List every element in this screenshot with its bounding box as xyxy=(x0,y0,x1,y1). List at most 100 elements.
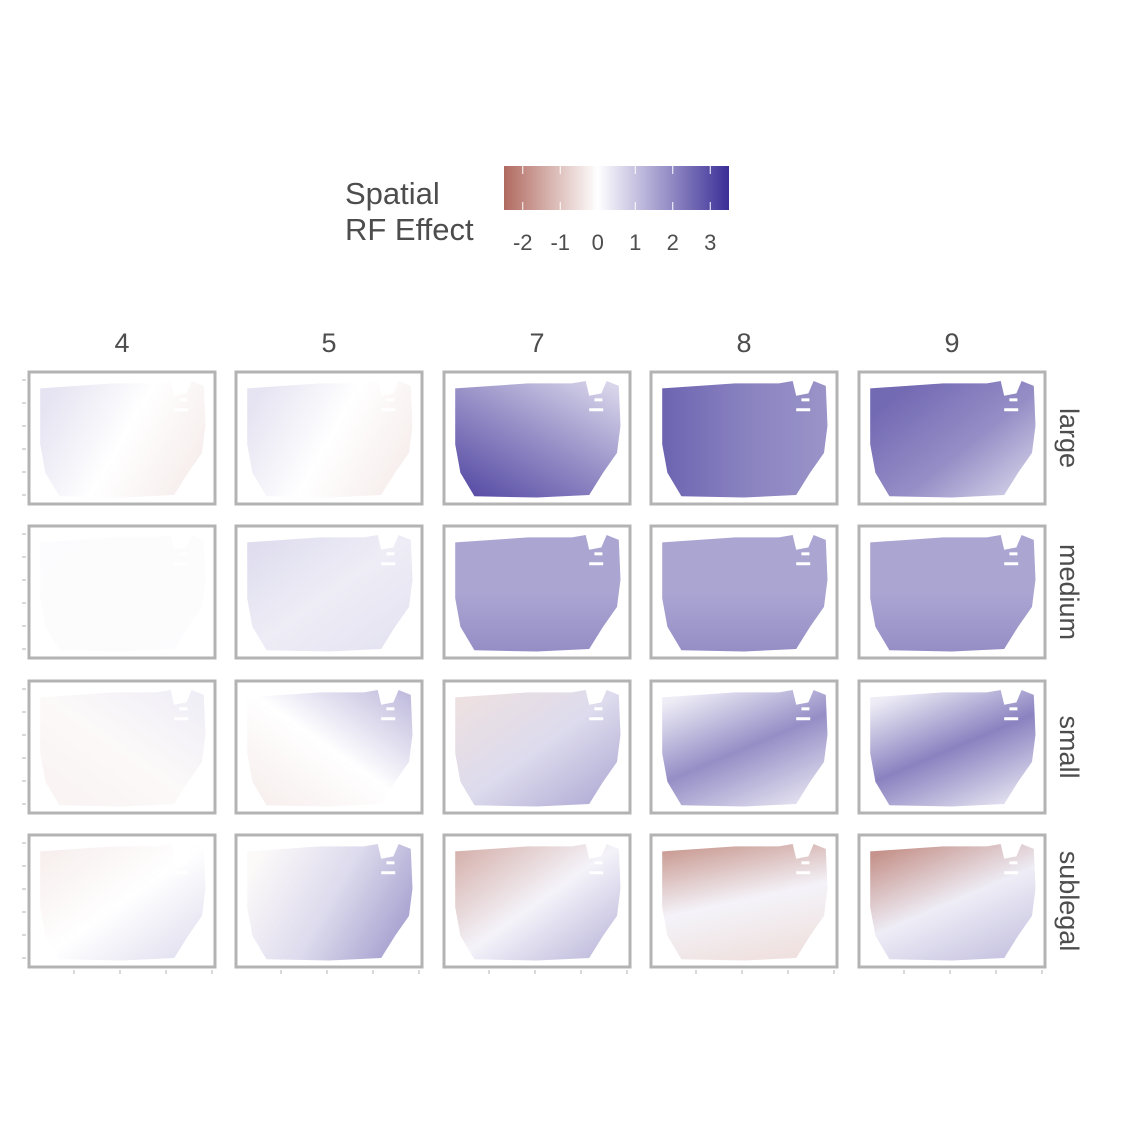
panel-sublegal-9 xyxy=(857,833,1047,969)
heatmap-hole xyxy=(174,562,189,566)
panel-sublegal-7 xyxy=(442,833,632,969)
legend-tick-label: -1 xyxy=(550,230,570,255)
panel-border xyxy=(442,833,632,969)
heatmap-region xyxy=(455,381,621,498)
heatmap-hole xyxy=(179,707,188,711)
legend-tick-label: 3 xyxy=(704,230,716,255)
heatmap-region xyxy=(247,381,413,498)
heatmap-region xyxy=(40,535,206,652)
heatmap-hole xyxy=(796,562,811,566)
column-label: 5 xyxy=(321,328,336,358)
row-label: large xyxy=(1054,408,1084,468)
panel-large-5 xyxy=(234,370,424,506)
heatmap-hole xyxy=(801,552,810,556)
panel-border xyxy=(857,679,1047,815)
panel-border xyxy=(442,370,632,506)
heatmap-hole xyxy=(174,871,189,875)
heatmap-hole xyxy=(594,552,603,556)
panel-border xyxy=(27,370,217,506)
heatmap-hole xyxy=(174,408,189,412)
panel-border xyxy=(27,524,217,660)
panel-border xyxy=(649,524,839,660)
heatmap-hole xyxy=(179,552,188,556)
heatmap-region xyxy=(662,381,828,498)
heatmap-hole xyxy=(594,861,603,865)
panel-medium-5 xyxy=(234,524,424,660)
heatmap-hole xyxy=(589,717,604,721)
panel-border xyxy=(234,679,424,815)
heatmap-hole xyxy=(1004,562,1019,566)
panel-sublegal-5 xyxy=(234,833,424,969)
heatmap-hole xyxy=(589,871,604,875)
panel-border xyxy=(442,679,632,815)
panel-medium-4 xyxy=(27,524,217,660)
heatmap-hole xyxy=(386,861,395,865)
legend-title-line1: Spatial xyxy=(345,176,440,211)
panel-medium-7 xyxy=(442,524,632,660)
row-label: small xyxy=(1054,715,1084,778)
heatmap-region xyxy=(247,535,413,652)
heatmap-hole xyxy=(1009,707,1018,711)
panel-small-9 xyxy=(857,679,1047,815)
panel-border xyxy=(649,833,839,969)
heatmap-hole xyxy=(589,408,604,412)
legend-title: Spatial RF Effect xyxy=(345,176,474,248)
heatmap-hole xyxy=(1009,861,1018,865)
heatmap-hole xyxy=(594,707,603,711)
heatmap-hole xyxy=(386,707,395,711)
panel-border xyxy=(234,370,424,506)
heatmap-region xyxy=(40,690,206,807)
panel-medium-9 xyxy=(857,524,1047,660)
heatmap-hole xyxy=(796,871,811,875)
panel-border xyxy=(857,370,1047,506)
panel-border xyxy=(234,833,424,969)
row-label: sublegal xyxy=(1054,851,1084,952)
heatmap-hole xyxy=(386,552,395,556)
heatmap-region xyxy=(247,844,413,961)
legend-tick-label: 1 xyxy=(629,230,641,255)
panel-large-7 xyxy=(442,370,632,506)
heatmap-region xyxy=(870,690,1036,807)
heatmap-hole xyxy=(796,717,811,721)
heatmap-region xyxy=(870,381,1036,498)
heatmap-region xyxy=(455,535,621,652)
heatmap-region xyxy=(662,690,828,807)
legend-colorbar xyxy=(504,166,729,210)
panel-border xyxy=(857,833,1047,969)
panel-sublegal-8 xyxy=(649,833,839,969)
legend-tick-label: 2 xyxy=(667,230,679,255)
heatmap-region xyxy=(870,535,1036,652)
heatmap-region xyxy=(40,844,206,961)
heatmap-region xyxy=(40,381,206,498)
heatmap-region xyxy=(662,844,828,961)
panel-border xyxy=(857,524,1047,660)
panel-small-7 xyxy=(442,679,632,815)
heatmap-hole xyxy=(1004,871,1019,875)
heatmap-region xyxy=(455,690,621,807)
heatmap-region xyxy=(662,535,828,652)
panel-small-4 xyxy=(27,679,217,815)
heatmap-hole xyxy=(589,562,604,566)
heatmap-region xyxy=(870,844,1036,961)
panel-sublegal-4 xyxy=(27,833,217,969)
heatmap-hole xyxy=(1009,552,1018,556)
panel-border xyxy=(649,679,839,815)
heatmap-region xyxy=(247,690,413,807)
heatmap-hole xyxy=(801,398,810,402)
column-label: 9 xyxy=(944,328,959,358)
panel-border xyxy=(27,833,217,969)
heatmap-hole xyxy=(801,707,810,711)
column-label: 8 xyxy=(736,328,751,358)
heatmap-hole xyxy=(1009,398,1018,402)
legend-tick-label: -2 xyxy=(513,230,533,255)
panel-large-8 xyxy=(649,370,839,506)
heatmap-hole xyxy=(594,398,603,402)
panel-border xyxy=(442,524,632,660)
legend-tick-label: 0 xyxy=(592,230,604,255)
heatmap-hole xyxy=(801,861,810,865)
heatmap-hole xyxy=(386,398,395,402)
heatmap-hole xyxy=(179,398,188,402)
panel-large-4 xyxy=(27,370,217,506)
legend-title-line2: RF Effect xyxy=(345,212,474,247)
